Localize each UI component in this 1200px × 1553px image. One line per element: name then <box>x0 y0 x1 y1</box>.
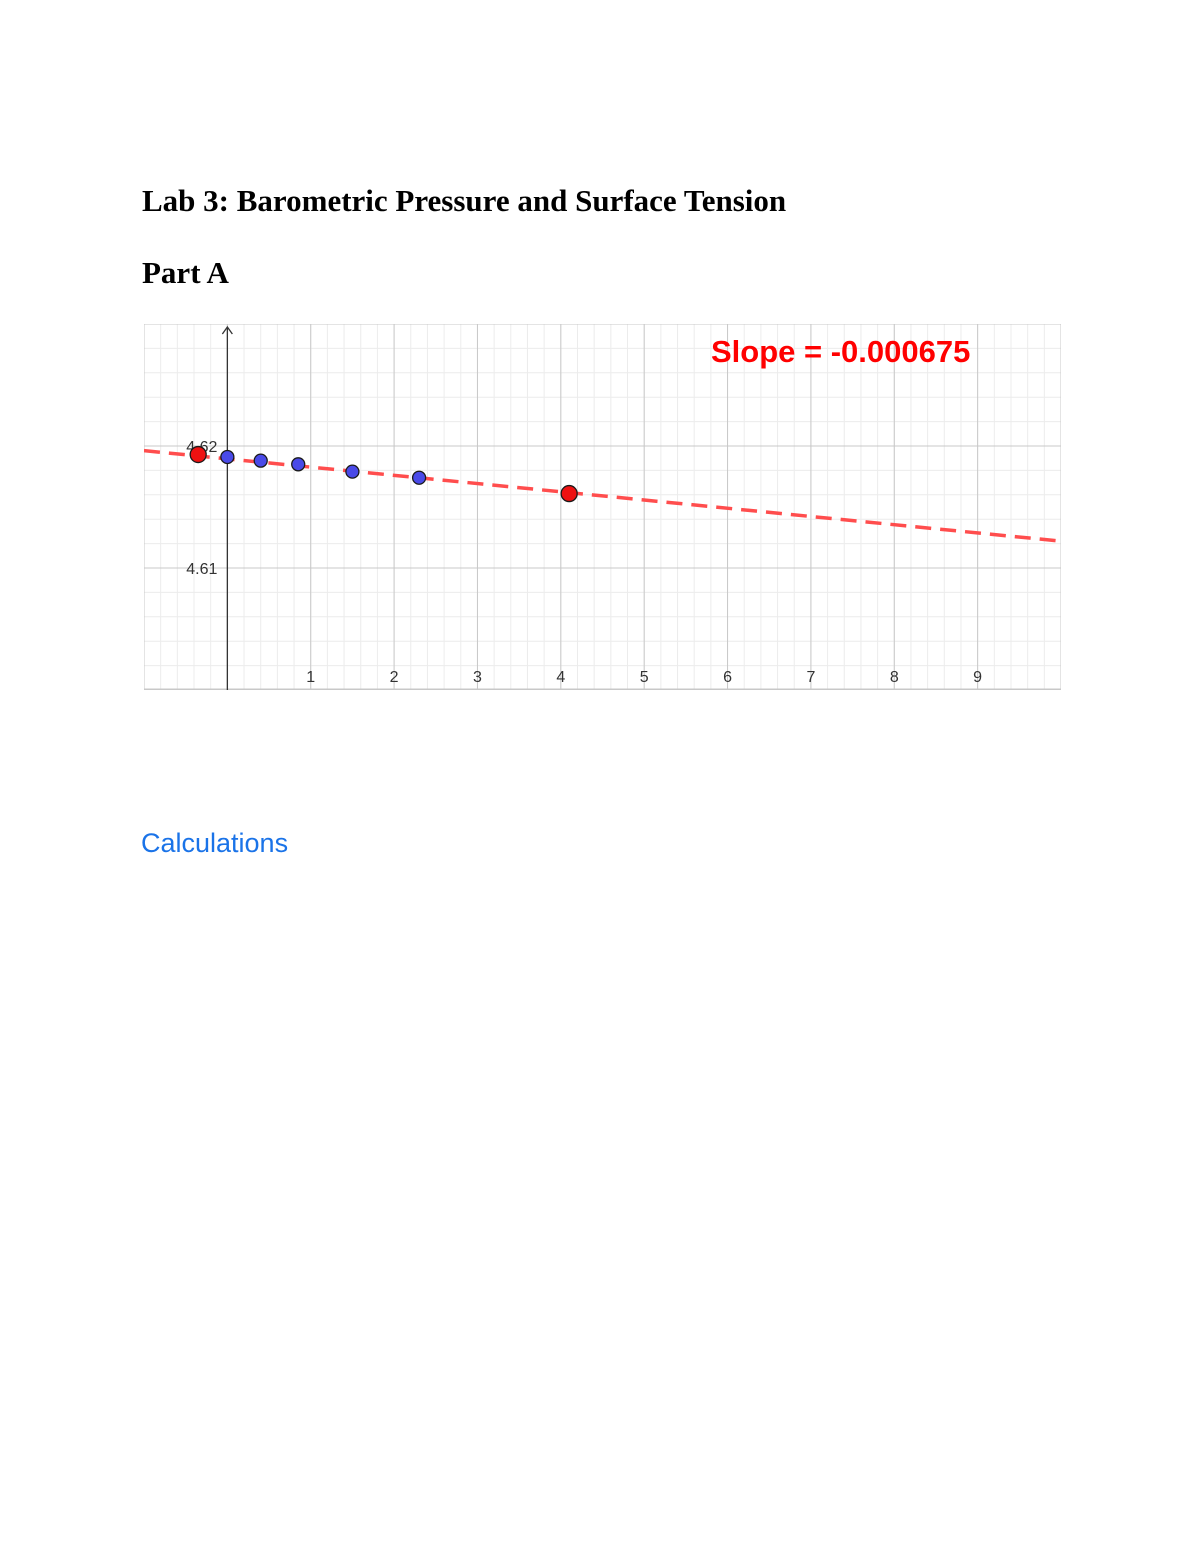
data-point <box>345 464 360 479</box>
data-point <box>253 453 268 468</box>
section-title: Part A <box>142 255 229 290</box>
x-tick-label: 4 <box>556 669 565 686</box>
x-tick-label: 3 <box>473 669 482 686</box>
slope-annotation: Slope = -0.000675 <box>711 334 970 369</box>
x-tick-label: 6 <box>723 669 732 686</box>
x-tick-label: 7 <box>806 669 815 686</box>
x-tick-label: 2 <box>390 669 399 686</box>
data-point <box>411 470 427 485</box>
data-point <box>220 449 235 465</box>
x-tick-label: 9 <box>973 669 982 686</box>
y-tick-label: 4.61 <box>186 561 217 578</box>
fit-point <box>189 445 207 464</box>
data-point <box>291 457 306 472</box>
x-tick-label: 8 <box>890 669 899 686</box>
fit-point <box>560 484 578 503</box>
x-tick-label: 1 <box>306 669 315 686</box>
fit-line <box>144 448 1061 543</box>
page-title: Lab 3: Barometric Pressure and Surface T… <box>142 183 787 218</box>
y-axis-arrow <box>221 325 233 335</box>
calculations-heading: Calculations <box>141 828 289 858</box>
x-tick-label: 5 <box>640 669 649 686</box>
